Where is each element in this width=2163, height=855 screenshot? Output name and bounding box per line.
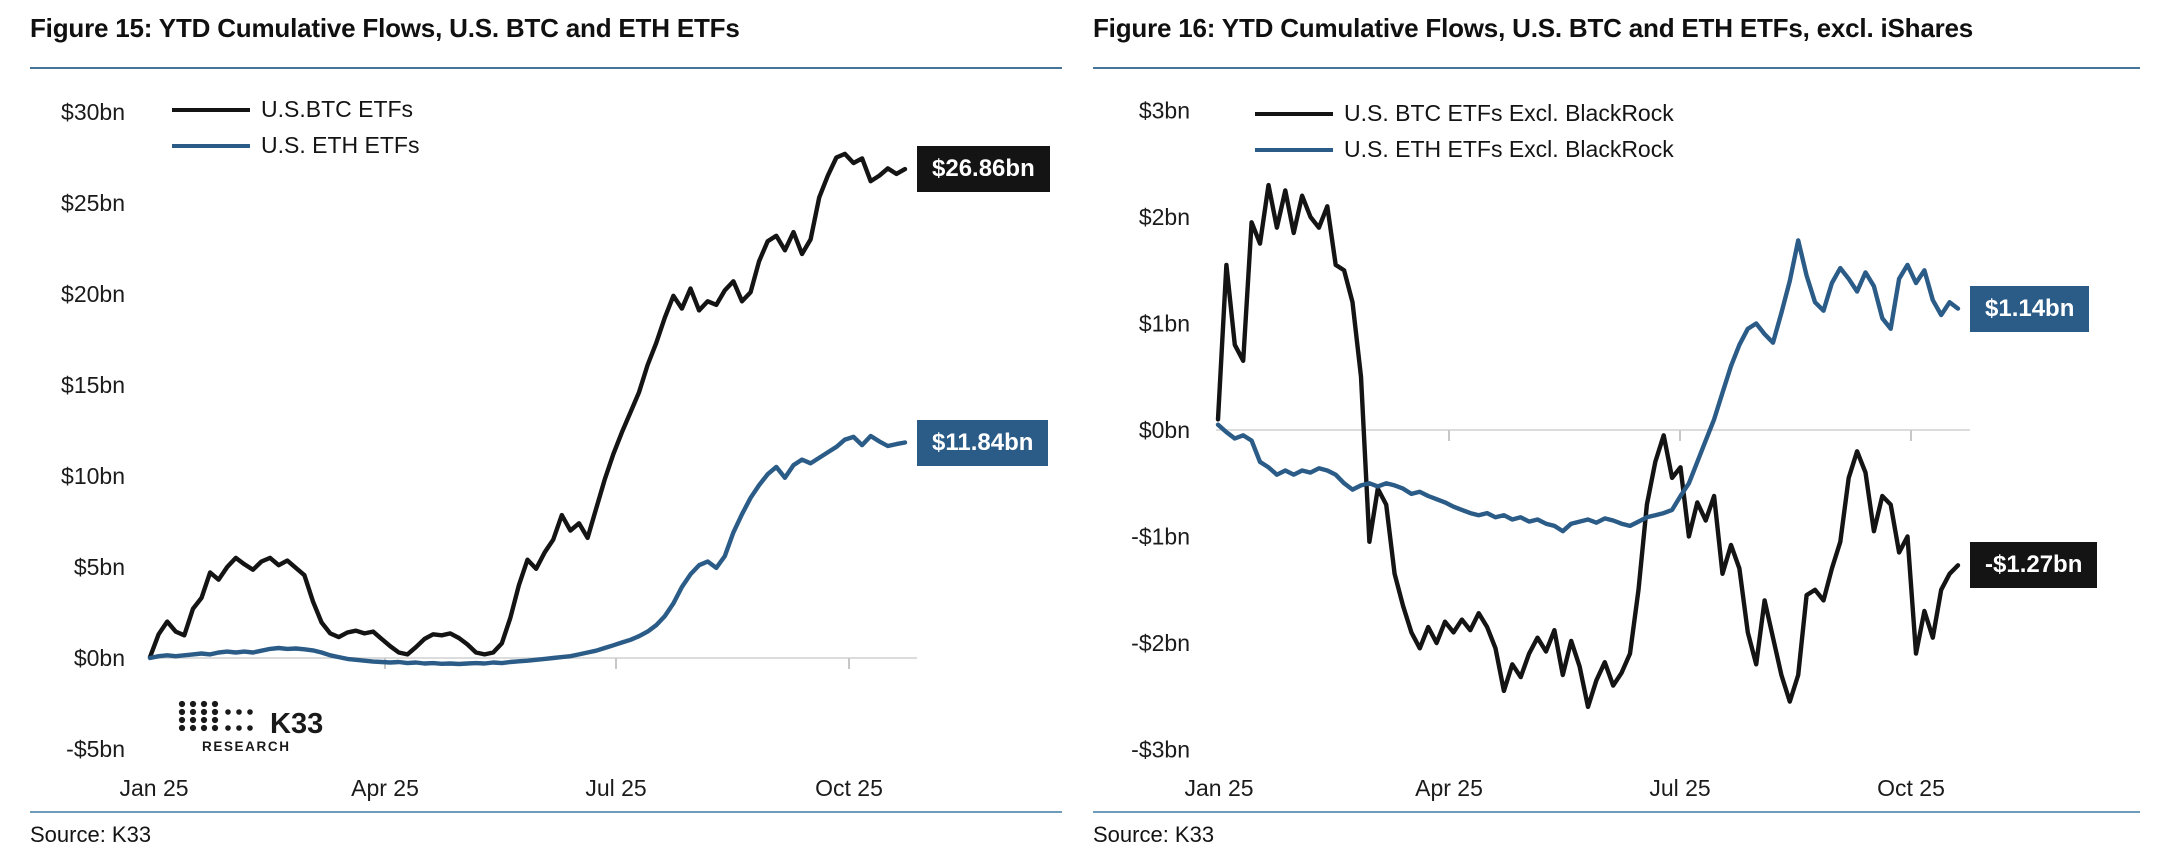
line-chart-figure-15: $30bn $25bn $20bn $15bn $10bn $5bn $0bn -$5bn Ja… [61,99,917,801]
legend: U.S.BTC ETFs U.S. ETH ETFs [172,96,419,159]
eth-line-swatch-icon [172,143,250,148]
title-underline [30,67,1062,69]
legend-label: U.S. ETH ETFs [261,132,420,158]
end-value-label-eth: $1.14bn [1970,285,2090,332]
y-tick-label: $15bn [61,372,125,398]
end-value-label-btc: $26.86bn [917,146,1050,193]
series-line-0 [147,151,908,660]
y-tick-label: -$2bn [1131,630,1190,656]
panel-figure-16: Figure 16: YTD Cumulative Flows, U.S. BT… [1083,0,2163,855]
source-label: Source: K33 [1093,822,1215,847]
x-tick-label: Jul 25 [1649,775,1710,801]
title-underline [1093,67,2140,69]
legend-item-btc-excl-blackrock: U.S. BTC ETFs Excl. BlackRock [1255,100,1674,127]
k33-logo-dots-icon [178,700,253,732]
y-tick-label: $30bn [61,99,125,125]
btc-line-swatch-icon [1255,111,1333,116]
x-tick-label: Jul 25 [585,775,646,801]
legend-item-eth: U.S. ETH ETFs [172,132,419,159]
x-tick-label: Oct 25 [1877,775,1945,801]
panel-figure-15: Figure 15: YTD Cumulative Flows, U.S. BT… [0,0,1081,855]
y-tick-label: $3bn [1139,98,1190,124]
legend-label: U.S. BTC ETFs Excl. BlackRock [1344,100,1674,126]
bottom-rule [30,811,1062,813]
y-tick-label: $10bn [61,463,125,489]
y-tick-label: $25bn [61,190,125,216]
y-tick-label: $2bn [1139,204,1190,230]
legend-label: U.S.BTC ETFs [261,96,414,122]
y-tick-label: -$5bn [66,736,125,762]
legend-item-btc: U.S.BTC ETFs [172,96,419,123]
y-tick-label: -$1bn [1131,524,1190,550]
x-tick-label: Apr 25 [1415,775,1483,801]
end-value-label-btc: -$1.27bn [1970,542,2098,589]
k33-research-logo: K33 RESEARCH [178,700,323,754]
series-line-1 [1215,238,1961,534]
legend-item-eth-excl-blackrock: U.S. ETH ETFs Excl. BlackRock [1255,136,1674,163]
y-tick-label: $5bn [74,554,125,580]
legend: U.S. BTC ETFs Excl. BlackRock U.S. ETH E… [1255,100,1674,163]
series-line-0 [1215,182,1961,710]
eth-line-swatch-icon [1255,147,1333,152]
btc-line-swatch-icon [172,107,250,112]
series-line-1 [147,433,908,667]
y-tick-label: $0bn [1139,417,1190,443]
chart-title: Figure 15: YTD Cumulative Flows, U.S. BT… [30,13,740,43]
x-tick-label: Apr 25 [351,775,419,801]
y-tick-label: $1bn [1139,311,1190,337]
bottom-rule [1093,811,2140,813]
y-tick-label: $0bn [74,645,125,671]
end-value-label-eth: $11.84bn [917,419,1049,466]
x-tick-label: Oct 25 [815,775,883,801]
legend-label: U.S. ETH ETFs Excl. BlackRock [1344,136,1674,162]
x-tick-label: Jan 25 [119,775,188,801]
x-tick-label: Jan 25 [1184,775,1253,801]
y-tick-label: -$3bn [1131,737,1190,763]
source-label: Source: K33 [30,822,152,847]
line-chart-figure-16: $3bn $2bn $1bn $0bn -$1bn -$2bn -$3bn Jan 25 Apr… [1131,98,1970,801]
k33-logo-subtext: RESEARCH [202,739,291,754]
y-tick-label: $20bn [61,281,125,307]
k33-logo-text: K33 [270,708,323,740]
chart-title: Figure 16: YTD Cumulative Flows, U.S. BT… [1093,13,1974,43]
